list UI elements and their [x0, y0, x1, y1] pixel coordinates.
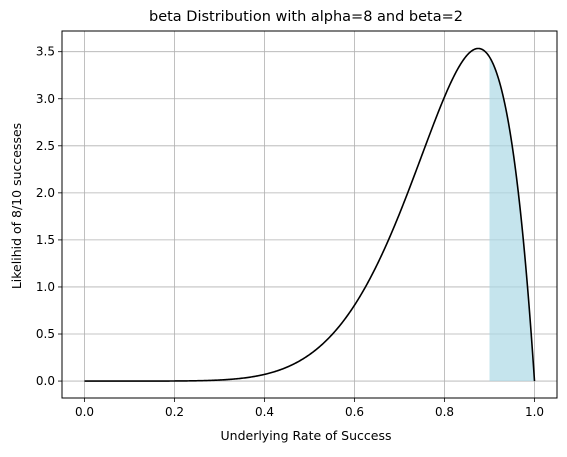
chart-title: beta Distribution with alpha=8 and beta=… [149, 9, 463, 25]
y-axis-ticks: 0.0 0.5 1.0 1.5 2.0 2.5 3.0 3.5 [36, 45, 62, 388]
y-tick-label: 0.5 [36, 327, 55, 341]
plot-frame [61, 30, 558, 399]
y-tick-label: 2.5 [36, 139, 55, 153]
shaded-region [489, 56, 535, 382]
y-tick-label: 3.5 [36, 45, 55, 59]
x-tick-label: 1.0 [525, 405, 544, 419]
x-axis-ticks: 0.0 0.2 0.4 0.6 0.8 1.0 [75, 398, 544, 419]
y-tick-label: 2.0 [36, 186, 55, 200]
x-tick-label: 0.6 [345, 405, 364, 419]
pdf-curve-line [84, 47, 536, 382]
grid-lines [62, 31, 557, 398]
x-tick-label: 0.2 [165, 405, 184, 419]
y-tick-label: 3.0 [36, 92, 55, 106]
x-tick-label: 0.0 [75, 405, 94, 419]
y-axis-label: Likelihid of 8/10 successes [9, 123, 24, 289]
y-tick-label: 0.0 [36, 374, 55, 388]
x-tick-label: 0.8 [435, 405, 454, 419]
x-tick-label: 0.4 [255, 405, 274, 419]
x-axis-label: Underlying Rate of Success [221, 428, 392, 443]
y-tick-label: 1.5 [36, 233, 55, 247]
y-tick-label: 1.0 [36, 280, 55, 294]
